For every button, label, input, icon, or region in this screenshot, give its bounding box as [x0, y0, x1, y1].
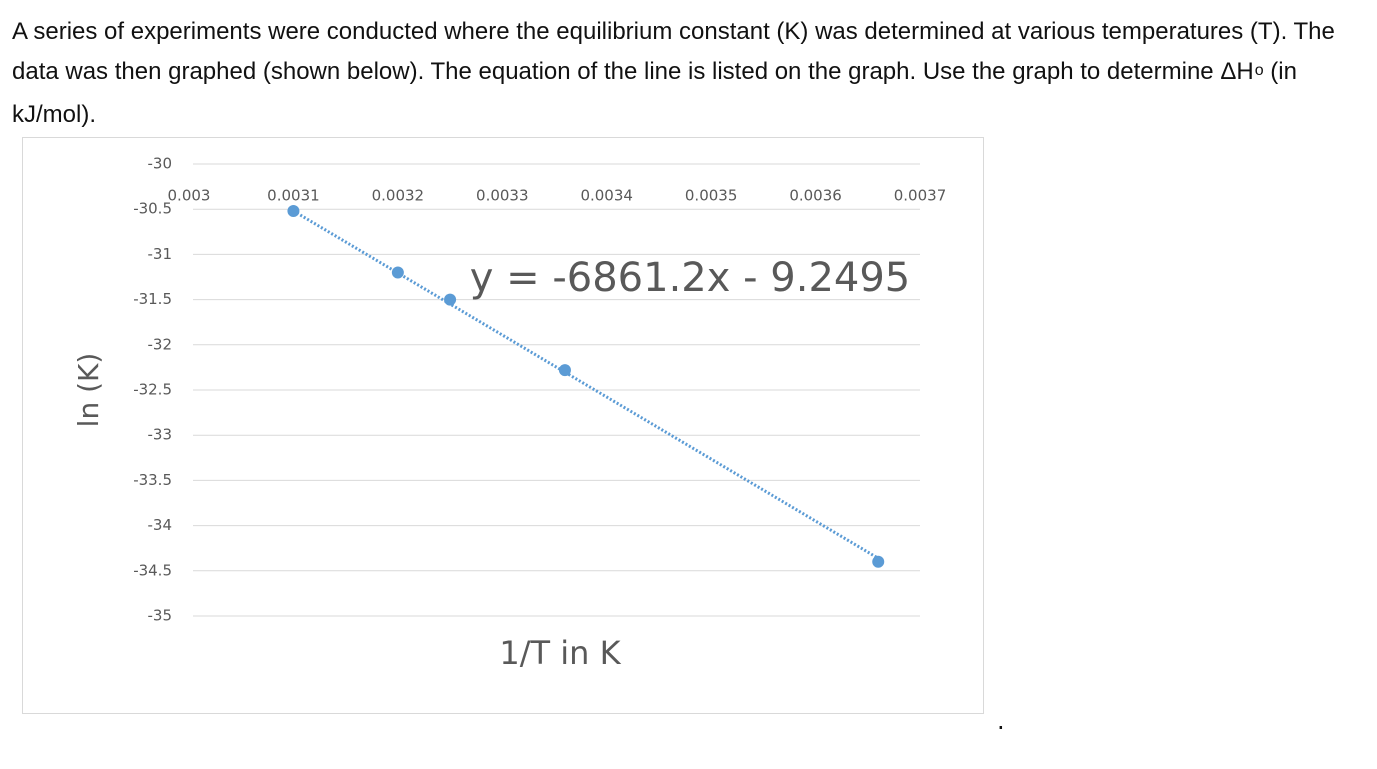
y-axis-title: ln (K) — [72, 353, 105, 428]
chart-border — [22, 137, 984, 714]
x-tick-label: 0.0032 — [372, 187, 425, 205]
x-tick-label: 0.0037 — [894, 187, 947, 205]
y-tick-label: -33 — [148, 426, 173, 444]
y-tick-label: -31.5 — [133, 290, 172, 308]
data-point — [872, 555, 885, 568]
x-tick-label: 0.0031 — [267, 187, 320, 205]
y-tick-label: -32 — [148, 335, 173, 353]
question: A series of experiments were conducted w… — [12, 12, 1357, 135]
trendline — [292, 209, 879, 560]
question-text: A series of experiments were conducted w… — [12, 18, 1335, 85]
superscript: o — [1254, 62, 1264, 79]
y-tick-label: -35 — [148, 607, 173, 625]
y-tick-label: -30.5 — [133, 200, 172, 218]
data-point — [558, 364, 571, 377]
question-text: (in kJ/mol). — [12, 58, 1297, 128]
data-point — [444, 293, 457, 306]
trailing-mark: . — [997, 707, 1005, 735]
x-tick-label: 0.0033 — [476, 187, 529, 205]
x-tick-label: 0.0035 — [685, 187, 738, 205]
x-tick-label: 0.003 — [168, 187, 211, 205]
y-tick-label: -32.5 — [133, 381, 172, 399]
y-tick-label: -34 — [148, 516, 173, 534]
data-point — [391, 266, 404, 279]
x-tick-label: 0.0036 — [789, 187, 842, 205]
x-tick-label: 0.0034 — [580, 187, 633, 205]
y-tick-label: -30 — [148, 155, 173, 173]
y-tick-label: -34.5 — [133, 561, 172, 579]
y-tick-label: -31 — [148, 245, 173, 263]
y-tick-label: -33.5 — [133, 471, 172, 489]
trendline-equation: y = -6861.2x - 9.2495 — [470, 255, 911, 301]
x-axis-title: 1/T in K — [499, 634, 621, 672]
data-point — [287, 205, 300, 218]
